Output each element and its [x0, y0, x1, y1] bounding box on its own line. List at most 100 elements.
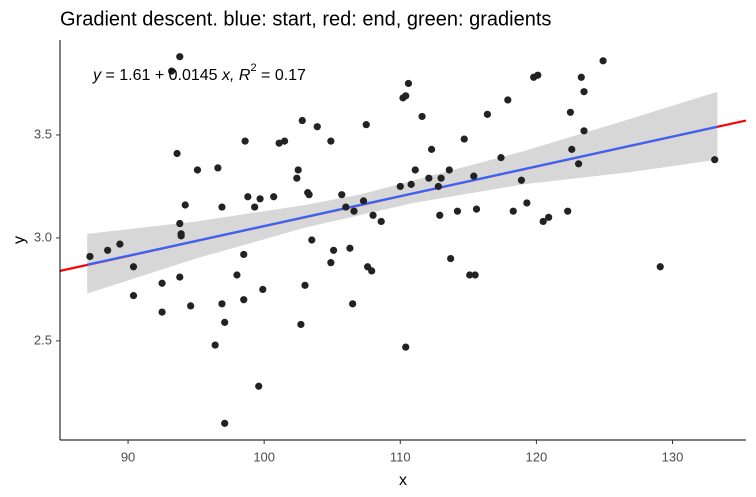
point	[580, 127, 588, 135]
point	[193, 166, 202, 174]
point	[656, 263, 664, 271]
point	[158, 308, 166, 316]
point	[350, 207, 358, 215]
point	[104, 246, 112, 254]
fit-line	[86, 125, 718, 266]
point	[368, 267, 376, 275]
point	[566, 108, 575, 116]
point	[411, 166, 419, 174]
point	[396, 182, 404, 191]
x-axis-title: x	[399, 472, 407, 489]
point	[280, 137, 289, 145]
point	[574, 160, 583, 168]
point	[338, 191, 346, 199]
point	[470, 172, 478, 180]
x-tick-label: 90	[121, 449, 135, 464]
point	[221, 318, 229, 326]
x-tick-label: 110	[390, 449, 411, 464]
point	[447, 254, 455, 263]
point	[129, 263, 138, 271]
point	[218, 300, 226, 308]
point	[402, 92, 410, 100]
point	[346, 244, 354, 252]
point	[181, 201, 189, 209]
point	[308, 236, 316, 244]
point	[305, 191, 313, 199]
annotation-part: = 0.17	[257, 67, 306, 84]
point	[517, 176, 526, 184]
point	[577, 73, 585, 81]
chart-title: Gradient descent. blue: start, red: end,…	[60, 8, 551, 30]
point	[168, 67, 176, 75]
point	[471, 271, 479, 279]
point	[359, 197, 368, 205]
point	[580, 88, 588, 96]
point	[362, 121, 370, 129]
point	[404, 79, 413, 88]
point	[256, 195, 264, 203]
plot-area: 90 100 110 120 130 2.5 3.0 3.5	[34, 40, 746, 464]
point	[483, 110, 491, 118]
point	[460, 135, 468, 143]
x-tick-label: 120	[526, 449, 548, 464]
annotation-part: , R	[230, 67, 251, 84]
point	[177, 232, 185, 240]
y-tick-label: 3.0	[34, 229, 52, 244]
point	[599, 57, 607, 65]
point	[301, 281, 309, 289]
point	[369, 211, 377, 219]
x-tick-label: 130	[662, 449, 684, 464]
point	[568, 145, 576, 153]
point	[427, 145, 436, 153]
point	[377, 217, 385, 226]
point	[402, 343, 410, 351]
annotation-part: y	[92, 67, 102, 84]
point	[523, 199, 531, 207]
data-layer	[60, 91, 746, 294]
point	[329, 246, 338, 254]
point	[407, 180, 415, 188]
point	[259, 285, 267, 294]
point	[173, 149, 181, 158]
point	[327, 259, 335, 267]
y-tick-label: 2.5	[34, 332, 52, 347]
annotation-part: x	[221, 67, 231, 84]
point	[298, 116, 306, 125]
point	[270, 193, 278, 201]
annotation-part: = 1.61 + 0.0145	[101, 67, 222, 84]
confidence-band	[87, 91, 718, 294]
point	[176, 53, 184, 61]
point	[214, 164, 222, 172]
point	[418, 112, 426, 121]
point	[158, 279, 166, 287]
point	[116, 240, 124, 248]
point	[472, 205, 481, 213]
point	[453, 207, 462, 215]
point	[187, 302, 195, 310]
point	[275, 139, 283, 147]
point	[313, 123, 321, 131]
point	[327, 137, 335, 145]
point	[437, 174, 445, 182]
point	[509, 207, 517, 215]
point	[294, 166, 302, 174]
y-axis-title: y	[11, 236, 28, 244]
point	[240, 296, 248, 304]
point	[297, 320, 305, 329]
point	[218, 203, 226, 211]
point	[129, 292, 138, 300]
point	[251, 203, 259, 211]
point	[342, 203, 350, 211]
point	[466, 271, 474, 279]
point	[176, 219, 184, 228]
point	[211, 341, 219, 349]
point	[445, 166, 453, 174]
y-tick-label: 3.5	[34, 126, 52, 141]
point	[241, 137, 249, 145]
point	[434, 182, 442, 191]
point	[436, 211, 444, 219]
point	[240, 250, 248, 259]
point	[545, 213, 553, 221]
